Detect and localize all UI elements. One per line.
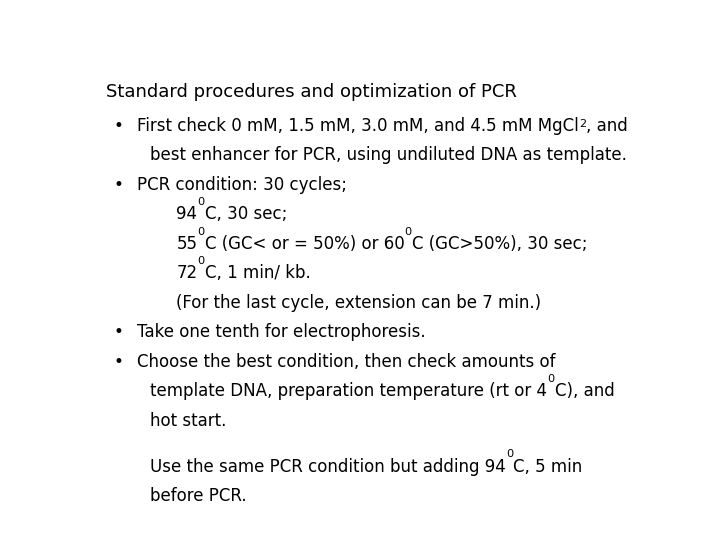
Text: C, 30 sec;: C, 30 sec; xyxy=(204,205,287,224)
Text: best enhancer for PCR, using undiluted DNA as template.: best enhancer for PCR, using undiluted D… xyxy=(150,146,627,164)
Text: 72: 72 xyxy=(176,265,197,282)
Text: Choose the best condition, then check amounts of: Choose the best condition, then check am… xyxy=(138,353,556,371)
Text: •: • xyxy=(114,176,123,194)
Text: 94: 94 xyxy=(176,205,197,224)
Text: 0: 0 xyxy=(506,449,513,460)
Text: C (GC< or = 50%) or 60: C (GC< or = 50%) or 60 xyxy=(204,235,405,253)
Text: PCR condition: 30 cycles;: PCR condition: 30 cycles; xyxy=(138,176,348,194)
Text: 0: 0 xyxy=(197,256,205,266)
Text: First check 0 mM, 1.5 mM, 3.0 mM, and 4.5 mM MgCl: First check 0 mM, 1.5 mM, 3.0 mM, and 4.… xyxy=(138,117,579,135)
Text: Use the same PCR condition but adding 94: Use the same PCR condition but adding 94 xyxy=(150,458,506,476)
Text: Standard procedures and optimization of PCR: Standard procedures and optimization of … xyxy=(106,83,516,100)
Text: C, 1 min/ kb.: C, 1 min/ kb. xyxy=(205,265,310,282)
Text: hot start.: hot start. xyxy=(150,412,227,430)
Text: 55: 55 xyxy=(176,235,197,253)
Text: •: • xyxy=(114,323,123,341)
Text: C, 5 min: C, 5 min xyxy=(513,458,582,476)
Text: 0: 0 xyxy=(405,227,412,237)
Text: •: • xyxy=(114,353,123,371)
Text: 0: 0 xyxy=(197,227,204,237)
Text: (For the last cycle, extension can be 7 min.): (For the last cycle, extension can be 7 … xyxy=(176,294,541,312)
Text: 0: 0 xyxy=(547,374,554,384)
Text: C), and: C), and xyxy=(554,382,614,401)
Text: template DNA, preparation temperature (rt or 4: template DNA, preparation temperature (r… xyxy=(150,382,547,401)
Text: C (GC>50%), 30 sec;: C (GC>50%), 30 sec; xyxy=(412,235,588,253)
Text: 0: 0 xyxy=(197,197,204,207)
Text: Take one tenth for electrophoresis.: Take one tenth for electrophoresis. xyxy=(138,323,426,341)
Text: 2: 2 xyxy=(579,119,586,129)
Text: , and: , and xyxy=(586,117,628,135)
Text: •: • xyxy=(114,117,123,135)
Text: before PCR.: before PCR. xyxy=(150,487,247,505)
